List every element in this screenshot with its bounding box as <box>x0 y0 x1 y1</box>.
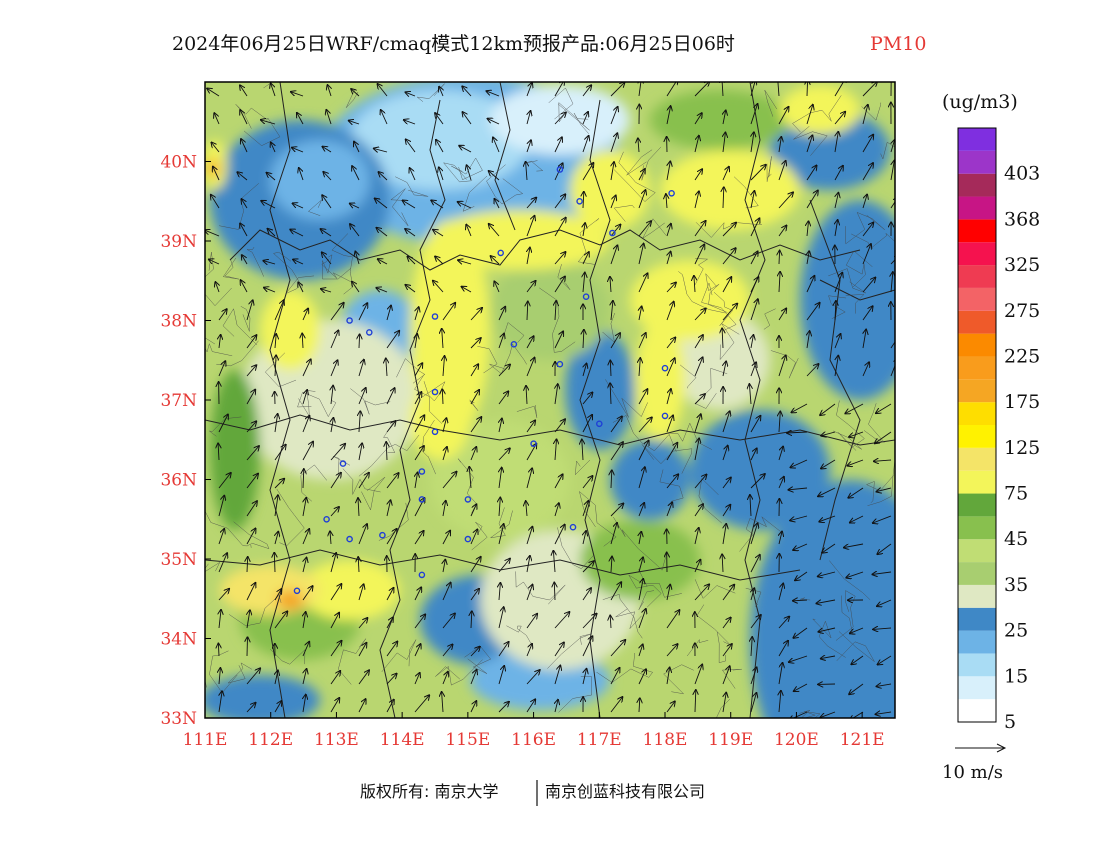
lon-tick-label: 119E <box>708 730 753 750</box>
legend-bin <box>958 265 996 288</box>
lon-tick-label: 114E <box>380 730 425 750</box>
lon-tick-label: 121E <box>840 730 885 750</box>
legend-bin <box>958 585 996 608</box>
legend-bin <box>958 425 996 448</box>
lat-tick-label: 36N <box>160 471 197 491</box>
lon-tick-label: 116E <box>511 730 556 750</box>
lon-tick-label: 118E <box>643 730 688 750</box>
legend-bin <box>958 356 996 379</box>
legend-unit: (ug/m3) <box>942 91 1018 113</box>
legend-bin-label: 225 <box>1004 345 1040 367</box>
lon-tick-label: 117E <box>577 730 622 750</box>
title-pollutant: PM10 <box>870 33 926 55</box>
legend-bin <box>958 288 996 311</box>
legend-bin-label: 403 <box>1004 163 1040 185</box>
legend-bin-label: 25 <box>1004 620 1028 642</box>
legend-bin-label: 15 <box>1004 665 1028 687</box>
pm10-field-map <box>200 75 950 800</box>
lon-tick-label: 120E <box>774 730 819 750</box>
figure-title: 2024年06月25日WRF/cmaq模式12km预报产品:06月25日06时 … <box>172 33 926 55</box>
legend-bin <box>958 471 996 494</box>
wind-vector <box>779 251 780 264</box>
lat-tick-label: 37N <box>160 391 197 411</box>
legend-bin-label: 5 <box>1004 711 1016 733</box>
lat-tick-label: 34N <box>160 630 197 650</box>
legend-bin <box>958 699 996 722</box>
wind-vector <box>247 637 248 656</box>
legend-bin-label: 125 <box>1004 437 1040 459</box>
wind-vector <box>359 334 360 348</box>
legend-bin <box>958 539 996 562</box>
footer-left: 版权所有: 南京大学 <box>360 782 498 801</box>
legend-bin <box>958 151 996 174</box>
legend-bin <box>958 516 996 539</box>
lon-tick-label: 111E <box>183 730 228 750</box>
lat-tick-label: 33N <box>160 709 197 729</box>
legend-bin-label: 275 <box>1004 300 1040 322</box>
legend-bin-label: 325 <box>1004 254 1040 276</box>
wind-vector <box>218 644 219 656</box>
legend-bin-label: 175 <box>1004 391 1040 413</box>
legend-bin <box>958 219 996 242</box>
legend-bin <box>958 448 996 471</box>
wind-scale: 10 m/s <box>942 744 1005 783</box>
legend-bin <box>958 197 996 220</box>
lat-tick-label: 40N <box>160 153 197 173</box>
legend-bin-label: 45 <box>1004 528 1028 550</box>
title-main: 2024年06月25日WRF/cmaq模式12km预报产品:06月25日06时 <box>172 33 735 55</box>
lon-tick-label: 112E <box>248 730 293 750</box>
legend-bin <box>958 608 996 631</box>
legend-bin <box>958 174 996 197</box>
legend-bin <box>958 631 996 654</box>
wind-scale-label: 10 m/s <box>942 762 1003 783</box>
lat-tick-label: 35N <box>160 550 197 570</box>
legend-bin <box>958 128 996 151</box>
lon-tick-label: 113E <box>314 730 359 750</box>
legend-bin <box>958 242 996 265</box>
legend-bin <box>958 562 996 585</box>
color-legend: (ug/m3) 5 15 25 35 45 75 125 175 225 275 325 368 403 <box>942 91 1040 733</box>
legend-bin <box>958 402 996 425</box>
legend-bin <box>958 494 996 517</box>
legend-bin <box>958 653 996 676</box>
legend-bin <box>958 311 996 334</box>
lat-tick-label: 39N <box>160 232 197 252</box>
legend-bin <box>958 334 996 357</box>
legend-bin-label: 35 <box>1004 574 1028 596</box>
lat-tick-label: 38N <box>160 312 197 332</box>
footer-right: 南京创蓝科技有限公司 <box>545 782 705 801</box>
legend-bin <box>958 379 996 402</box>
copyright-footer: 版权所有: 南京大学 南京创蓝科技有限公司 <box>360 780 705 806</box>
legend-bin <box>958 676 996 699</box>
lon-tick-label: 115E <box>445 730 490 750</box>
legend-bin-label: 75 <box>1004 483 1028 505</box>
legend-bin-label: 368 <box>1004 208 1040 230</box>
